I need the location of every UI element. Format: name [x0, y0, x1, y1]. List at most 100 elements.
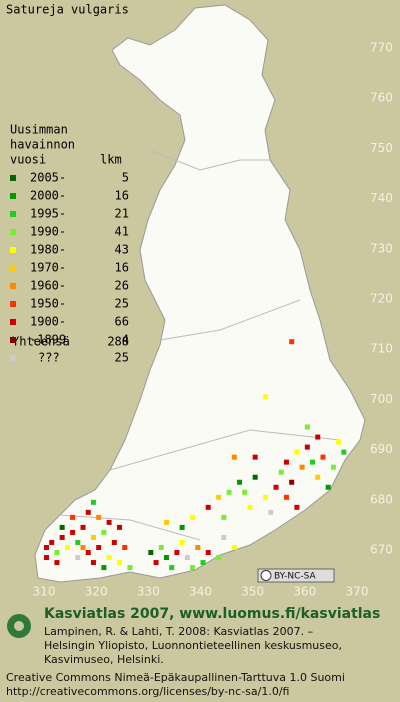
occurrence-square [289, 479, 295, 485]
occurrence-square [90, 499, 96, 505]
y-grid-label: 700 [370, 392, 393, 406]
y-grid-label: 680 [370, 492, 393, 506]
occurrence-square [221, 534, 227, 540]
occurrence-square [174, 550, 180, 556]
legend-label: 1995- [30, 207, 66, 221]
legend-label: 1990- [30, 225, 66, 239]
x-grid-label: 360 [293, 585, 316, 599]
legend-swatch [10, 301, 16, 307]
occurrence-square [304, 444, 310, 450]
legend-count: 41 [115, 225, 129, 239]
x-grid-label: 370 [346, 585, 369, 599]
occurrence-square [304, 424, 310, 430]
legend-label: 1980- [30, 243, 66, 257]
occurrence-square [315, 434, 321, 440]
citation: Lampinen, R. & Lahti, T. 2008: Kasviatla… [44, 625, 313, 638]
x-grid-label: 340 [189, 585, 212, 599]
occurrence-square [310, 459, 316, 465]
y-grid-label: 740 [370, 191, 393, 205]
legend-count: 43 [115, 243, 129, 257]
occurrence-square [101, 565, 107, 571]
legend-count-heading: lkm [100, 153, 122, 167]
occurrence-square [278, 469, 284, 475]
legend-swatch [10, 193, 16, 199]
legend-count: 21 [115, 207, 129, 221]
legend-swatch [10, 337, 16, 343]
occurrence-square [247, 504, 253, 510]
y-grid-label: 760 [370, 91, 393, 105]
legend-swatch [10, 211, 16, 217]
legend-count: 26 [115, 279, 129, 293]
occurrence-square [64, 545, 70, 550]
species-title: Satureja vulgaris [6, 3, 129, 17]
occurrence-square [70, 529, 76, 535]
finland-outline [34, 4, 366, 583]
y-grid-label: 720 [370, 292, 393, 306]
occurrence-square [54, 550, 60, 556]
occurrence-square [216, 494, 222, 500]
y-grid-label: 710 [370, 342, 393, 356]
occurrence-square [294, 504, 300, 510]
legend-label: ??? [38, 351, 60, 365]
y-grid-label: 750 [370, 141, 393, 155]
legend-total: 288 [107, 335, 129, 349]
occurrence-square [263, 394, 269, 400]
occurrence-square [111, 539, 117, 545]
occurrence-square [75, 555, 81, 561]
occurrence-square [44, 555, 49, 561]
occurrence-square [190, 514, 196, 520]
y-grid-label: 670 [370, 543, 393, 557]
legend-swatch [10, 265, 16, 271]
brand: Kasviatlas 2007, www.luomus.fi/kasviatla… [44, 606, 380, 622]
occurrence-square [163, 519, 169, 525]
legend-total-label: Yhteensä [12, 335, 70, 349]
occurrence-square [341, 449, 347, 455]
license: Creative Commons Nimeä-Epäkaupallinen-Ta… [6, 671, 345, 684]
legend-count: 16 [115, 189, 129, 203]
occurrence-square [122, 545, 128, 550]
occurrence-square [252, 474, 258, 480]
legend-swatch [10, 175, 16, 181]
region-border [109, 429, 341, 471]
y-grid-label: 770 [370, 41, 393, 55]
occurrence-square [216, 555, 222, 561]
occurrence-square [179, 539, 185, 545]
occurrence-square [101, 529, 107, 535]
legend-label: 2000- [30, 189, 66, 203]
citation: Helsingin Yliopisto, Luonnontieteellinen… [44, 639, 342, 652]
occurrence-square [85, 550, 91, 556]
occurrence-square [163, 555, 169, 561]
legend-count: 4 [122, 333, 129, 347]
occurrence-square [330, 464, 336, 470]
legend-count: 25 [115, 297, 129, 311]
occurrence-square [70, 514, 76, 520]
occurrence-square [49, 539, 55, 545]
legend-heading: Uusimman [10, 123, 68, 137]
legend-label: 1900- [30, 315, 66, 329]
occurrence-square [195, 545, 201, 550]
occurrence-square [294, 449, 300, 455]
occurrence-square [106, 555, 112, 561]
occurrence-square [263, 494, 269, 500]
x-grid-label: 310 [33, 585, 56, 599]
occurrence-square [80, 545, 86, 550]
occurrence-square [289, 339, 295, 345]
occurrence-square [96, 545, 102, 550]
occurrence-square [205, 550, 211, 556]
occurrence-square [200, 560, 206, 566]
legend-label: 1960- [30, 279, 66, 293]
occurrence-square [315, 474, 321, 480]
occurrence-square [75, 539, 81, 545]
legend-swatch [10, 229, 16, 235]
badge-text: BY-NC-SA [274, 572, 317, 582]
occurrence-square [59, 534, 65, 540]
legend-count: 16 [115, 261, 129, 275]
x-grid-label: 320 [85, 585, 108, 599]
legend-count: 5 [122, 171, 129, 185]
occurrence-square [268, 509, 274, 515]
occurrence-square [54, 560, 60, 566]
occurrence-square [96, 514, 102, 520]
occurrence-square [252, 454, 258, 460]
legend-swatch [10, 247, 16, 253]
